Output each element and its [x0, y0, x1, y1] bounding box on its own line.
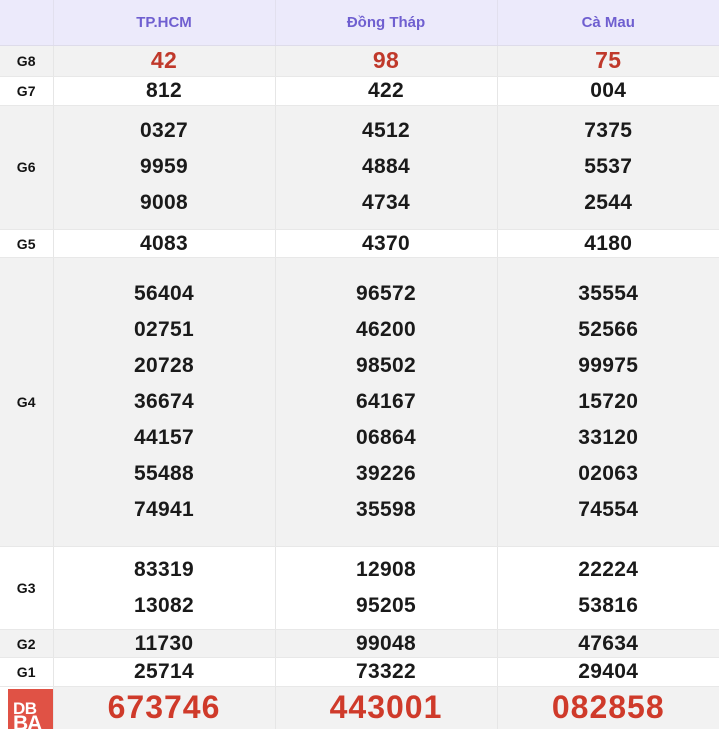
prize-number: 98502	[356, 354, 416, 378]
prize-label-g7: G7	[0, 76, 54, 106]
prize-cell-g1-dongthap: 73322	[275, 657, 498, 687]
prize-number: 35598	[356, 498, 416, 522]
prize-number: 20728	[134, 354, 194, 378]
prize-cell-g7-camau: 004	[497, 76, 719, 106]
prize-cell-db-dongthap: 443001	[275, 686, 498, 729]
prize-cell-g1-tphcm: 25714	[53, 657, 276, 687]
prize-cell-g4-camau: 35554 52566 99975 15720 33120 02063 74554	[497, 257, 719, 547]
prize-number: 4884	[362, 155, 410, 179]
header-province-camau[interactable]: Cà Mau	[497, 0, 719, 46]
table-body: G8 42 98 75 G7 812 422 004 G6 0327 9959 9008 4512 488…	[0, 45, 719, 729]
special-prize-badge-cell: DB BA	[0, 686, 54, 729]
prize-number: 13082	[134, 593, 194, 617]
header-row: TP.HCM Đồng Tháp Cà Mau	[0, 0, 719, 46]
prize-cell-g4-dongthap: 96572 46200 98502 64167 06864 39226 35598	[275, 257, 498, 547]
prize-cell-g5-tphcm: 4083	[53, 229, 276, 259]
prize-label-g1: G1	[0, 657, 54, 687]
prize-number: 74941	[134, 498, 194, 522]
table-header: TP.HCM Đồng Tháp Cà Mau	[0, 0, 719, 46]
prize-label-g2: G2	[0, 629, 54, 659]
prize-number: 02751	[134, 318, 194, 342]
prize-label-g8: G8	[0, 45, 54, 78]
prize-number: 4734	[362, 191, 410, 215]
prize-number: 99975	[578, 354, 639, 378]
prize-number: 96572	[356, 282, 416, 306]
prize-cell-g4-tphcm: 56404 02751 20728 36674 44157 55488 74941	[53, 257, 276, 547]
prize-row-g4: G4 56404 02751 20728 36674 44157 55488 74941 965…	[0, 257, 719, 547]
prize-row-g6: G6 0327 9959 9008 4512 4884 4734 7375 5537 2544	[0, 105, 719, 231]
prize-cell-g1-camau: 29404	[497, 657, 719, 687]
prize-number: 74554	[578, 498, 639, 522]
prize-cell-g3-tphcm: 83319 13082	[53, 546, 276, 630]
prize-label-g4: G4	[0, 257, 54, 547]
prize-number: 33120	[578, 426, 639, 450]
prize-number: 15720	[578, 390, 639, 414]
prize-number: 9959	[140, 155, 188, 179]
watermark-text: DB BA	[13, 698, 42, 729]
prize-cell-g5-camau: 4180	[497, 229, 719, 259]
prize-number: 64167	[356, 390, 416, 414]
prize-number: 4512	[362, 119, 410, 143]
prize-cell-g6-camau: 7375 5537 2544	[497, 105, 719, 231]
prize-cell-g7-tphcm: 812	[53, 76, 276, 106]
prize-cell-g6-dongthap: 4512 4884 4734	[275, 105, 498, 231]
prize-number: 2544	[584, 191, 633, 215]
prize-cell-db-camau: 082858	[497, 686, 719, 729]
watermark-badge: DB BA	[8, 688, 53, 729]
prize-number: 02063	[578, 462, 639, 486]
prize-label-g3: G3	[0, 546, 54, 630]
prize-row-g5: G5 4083 4370 4180	[0, 229, 719, 259]
prize-number: 5537	[584, 155, 633, 179]
prize-cell-g2-dongthap: 99048	[275, 629, 498, 659]
prize-row-g1: G1 25714 73322 29404	[0, 657, 719, 687]
prize-label-g6: G6	[0, 105, 54, 231]
prize-row-g3: G3 83319 13082 12908 95205 22224 53816	[0, 546, 719, 630]
header-province-dongthap[interactable]: Đồng Tháp	[275, 0, 498, 46]
prize-number: 39226	[356, 462, 416, 486]
prize-number: 7375	[584, 119, 633, 143]
prize-cell-g5-dongthap: 4370	[275, 229, 498, 259]
prize-number: 35554	[578, 282, 639, 306]
prize-row-special: DB BA 673746 443001 082858	[0, 686, 719, 729]
header-province-tphcm[interactable]: TP.HCM	[53, 0, 276, 46]
prize-number: 12908	[356, 557, 416, 581]
prize-cell-g2-tphcm: 11730	[53, 629, 276, 659]
prize-number: 95205	[356, 593, 416, 617]
prize-number: 52566	[578, 318, 639, 342]
prize-number: 83319	[134, 557, 194, 581]
prize-cell-g3-camau: 22224 53816	[497, 546, 719, 630]
prize-cell-g6-tphcm: 0327 9959 9008	[53, 105, 276, 231]
prize-cell-g8-dongthap: 98	[275, 45, 498, 78]
prize-number: 9008	[140, 191, 188, 215]
prize-number: 53816	[578, 593, 639, 617]
prize-number: 22224	[578, 557, 639, 581]
prize-row-g7: G7 812 422 004	[0, 76, 719, 106]
header-corner	[0, 0, 54, 46]
prize-number: 36674	[134, 390, 194, 414]
prize-cell-g7-dongthap: 422	[275, 76, 498, 106]
prize-cell-g8-tphcm: 42	[53, 45, 276, 78]
prize-label-g5: G5	[0, 229, 54, 259]
prize-number: 46200	[356, 318, 416, 342]
prize-cell-g2-camau: 47634	[497, 629, 719, 659]
prize-cell-db-tphcm: 673746	[53, 686, 276, 729]
prize-number: 56404	[134, 282, 194, 306]
prize-cell-g3-dongthap: 12908 95205	[275, 546, 498, 630]
prize-number: 55488	[134, 462, 194, 486]
prize-number: 0327	[140, 119, 188, 143]
prize-row-g8: G8 42 98 75	[0, 45, 719, 78]
prize-cell-g8-camau: 75	[497, 45, 719, 78]
prize-row-g2: G2 11730 99048 47634	[0, 629, 719, 659]
prize-number: 06864	[356, 426, 416, 450]
prize-number: 44157	[134, 426, 194, 450]
